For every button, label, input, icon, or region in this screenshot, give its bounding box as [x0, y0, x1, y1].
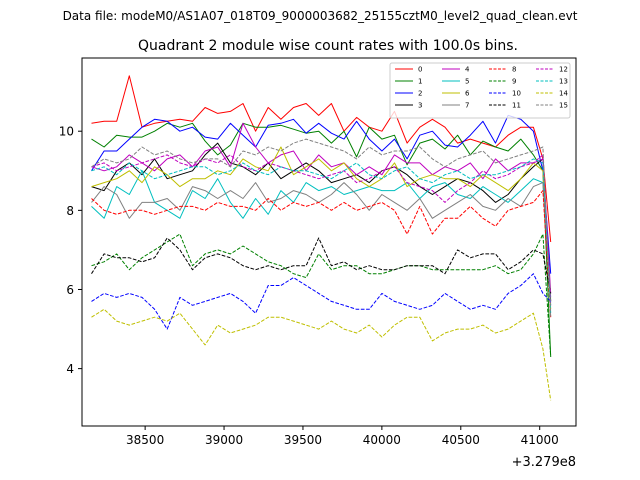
legend-label-13: 13 — [559, 78, 568, 86]
series-line-8 — [91, 190, 552, 318]
legend-label-4: 4 — [465, 66, 470, 74]
legend-label-0: 0 — [418, 66, 422, 74]
series-line-13 — [91, 158, 552, 314]
x-tick-label: 40500 — [442, 433, 480, 447]
legend-label-1: 1 — [418, 78, 422, 86]
series-line-7 — [91, 182, 552, 298]
legend-label-8: 8 — [512, 66, 516, 74]
legend-label-14: 14 — [559, 90, 568, 98]
chart-title: Quadrant 2 module wise count rates with … — [138, 38, 518, 54]
y-tick-label: 4 — [66, 362, 74, 376]
series-line-9 — [91, 233, 552, 357]
x-tick-label: 39500 — [284, 433, 322, 447]
series-line-11 — [91, 237, 552, 294]
x-tick-label: 38500 — [126, 433, 164, 447]
x-tick-label: 40000 — [363, 433, 401, 447]
legend-label-3: 3 — [418, 102, 422, 110]
series-line-0 — [91, 75, 552, 243]
x-tick-label: 39000 — [205, 433, 243, 447]
legend-label-6: 6 — [465, 90, 470, 98]
legend-label-10: 10 — [512, 90, 521, 98]
series-line-1 — [91, 122, 552, 357]
y-tick-label: 8 — [66, 204, 74, 218]
legend-label-9: 9 — [512, 78, 516, 86]
legend-label-5: 5 — [465, 78, 469, 86]
series-line-5 — [91, 170, 552, 306]
chart-suptitle: Data file: modeM0/AS1A07_018T09_90000036… — [63, 9, 578, 23]
y-tick-label: 6 — [66, 283, 74, 297]
y-tick-label: 10 — [59, 125, 74, 139]
series-layer — [91, 75, 552, 401]
series-line-12 — [91, 154, 552, 306]
series-line-14 — [91, 308, 552, 401]
series-line-10 — [91, 273, 552, 330]
legend-label-11: 11 — [512, 102, 521, 110]
x-offset-label: +3.279e8 — [512, 455, 576, 470]
x-tick-label: 41000 — [521, 433, 559, 447]
legend-label-12: 12 — [559, 66, 568, 74]
series-line-15 — [91, 138, 552, 318]
legend-box — [389, 62, 571, 119]
legend-label-7: 7 — [465, 102, 469, 110]
series-line-6 — [91, 146, 552, 310]
legend-label-15: 15 — [559, 102, 568, 110]
axis-layer: 38500 39000 39500 40000 40500 41000 4 6 8 10 — [59, 125, 559, 447]
plot-frame — [81, 57, 577, 427]
series-line-2 — [91, 114, 552, 274]
legend-label-2: 2 — [418, 90, 422, 98]
